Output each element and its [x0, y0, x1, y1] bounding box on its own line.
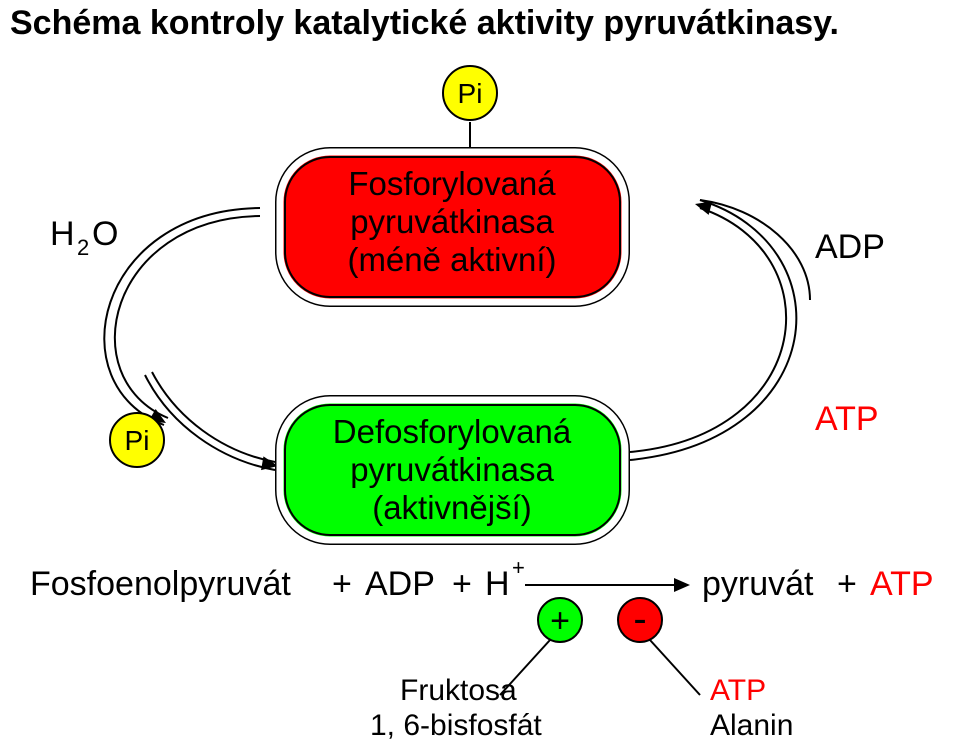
diagram-canvas: Schéma kontroly katalytické aktivity pyr… [0, 0, 960, 742]
reaction-h-sup: + [512, 555, 525, 580]
phosphorylated-box-label-0: Fosforylovaná [348, 165, 556, 202]
adp-label: ADP [815, 228, 885, 266]
reaction-right-1: + [837, 565, 857, 603]
inhibitor-symbol: - [633, 597, 646, 641]
reaction-left-4: H [485, 565, 510, 603]
h2o-label-0: H [50, 215, 75, 253]
reaction-left-1: + [332, 565, 352, 603]
dephosphorylated-box-label-2: (aktivnější) [372, 489, 532, 526]
pi-left-label: Pi [125, 425, 150, 456]
reaction-left-3: + [452, 565, 472, 603]
dephosphorylated-box-label-0: Defosforylovaná [333, 413, 572, 450]
activator-label-1: 1, 6-bisfosfát [370, 709, 542, 742]
inhibitor-label-0: ATP [710, 674, 766, 707]
atp-label: ATP [815, 400, 879, 438]
reaction-left-2: ADP [365, 565, 435, 603]
h2o-label-1: 2 [77, 235, 89, 260]
pi-top-label: Pi [458, 78, 483, 109]
diagram-title: Schéma kontroly katalytické aktivity pyr… [10, 4, 839, 42]
activator-label-0: Fruktosa [400, 674, 517, 707]
inhibitor-label-1: Alanin [710, 709, 793, 742]
reaction-right-0: pyruvát [702, 565, 814, 603]
reaction-right-2: ATP [870, 565, 934, 603]
phosphorylated-box-label-1: pyruvátkinasa [350, 203, 554, 240]
h2o-label-2: O [92, 215, 118, 253]
reaction-left-0: Fosfoenolpyruvát [30, 565, 291, 603]
phosphorylated-box-label-2: (méně aktivní) [347, 241, 556, 278]
dephosphorylated-box-label-1: pyruvátkinasa [350, 451, 554, 488]
activator-symbol: + [550, 602, 570, 640]
